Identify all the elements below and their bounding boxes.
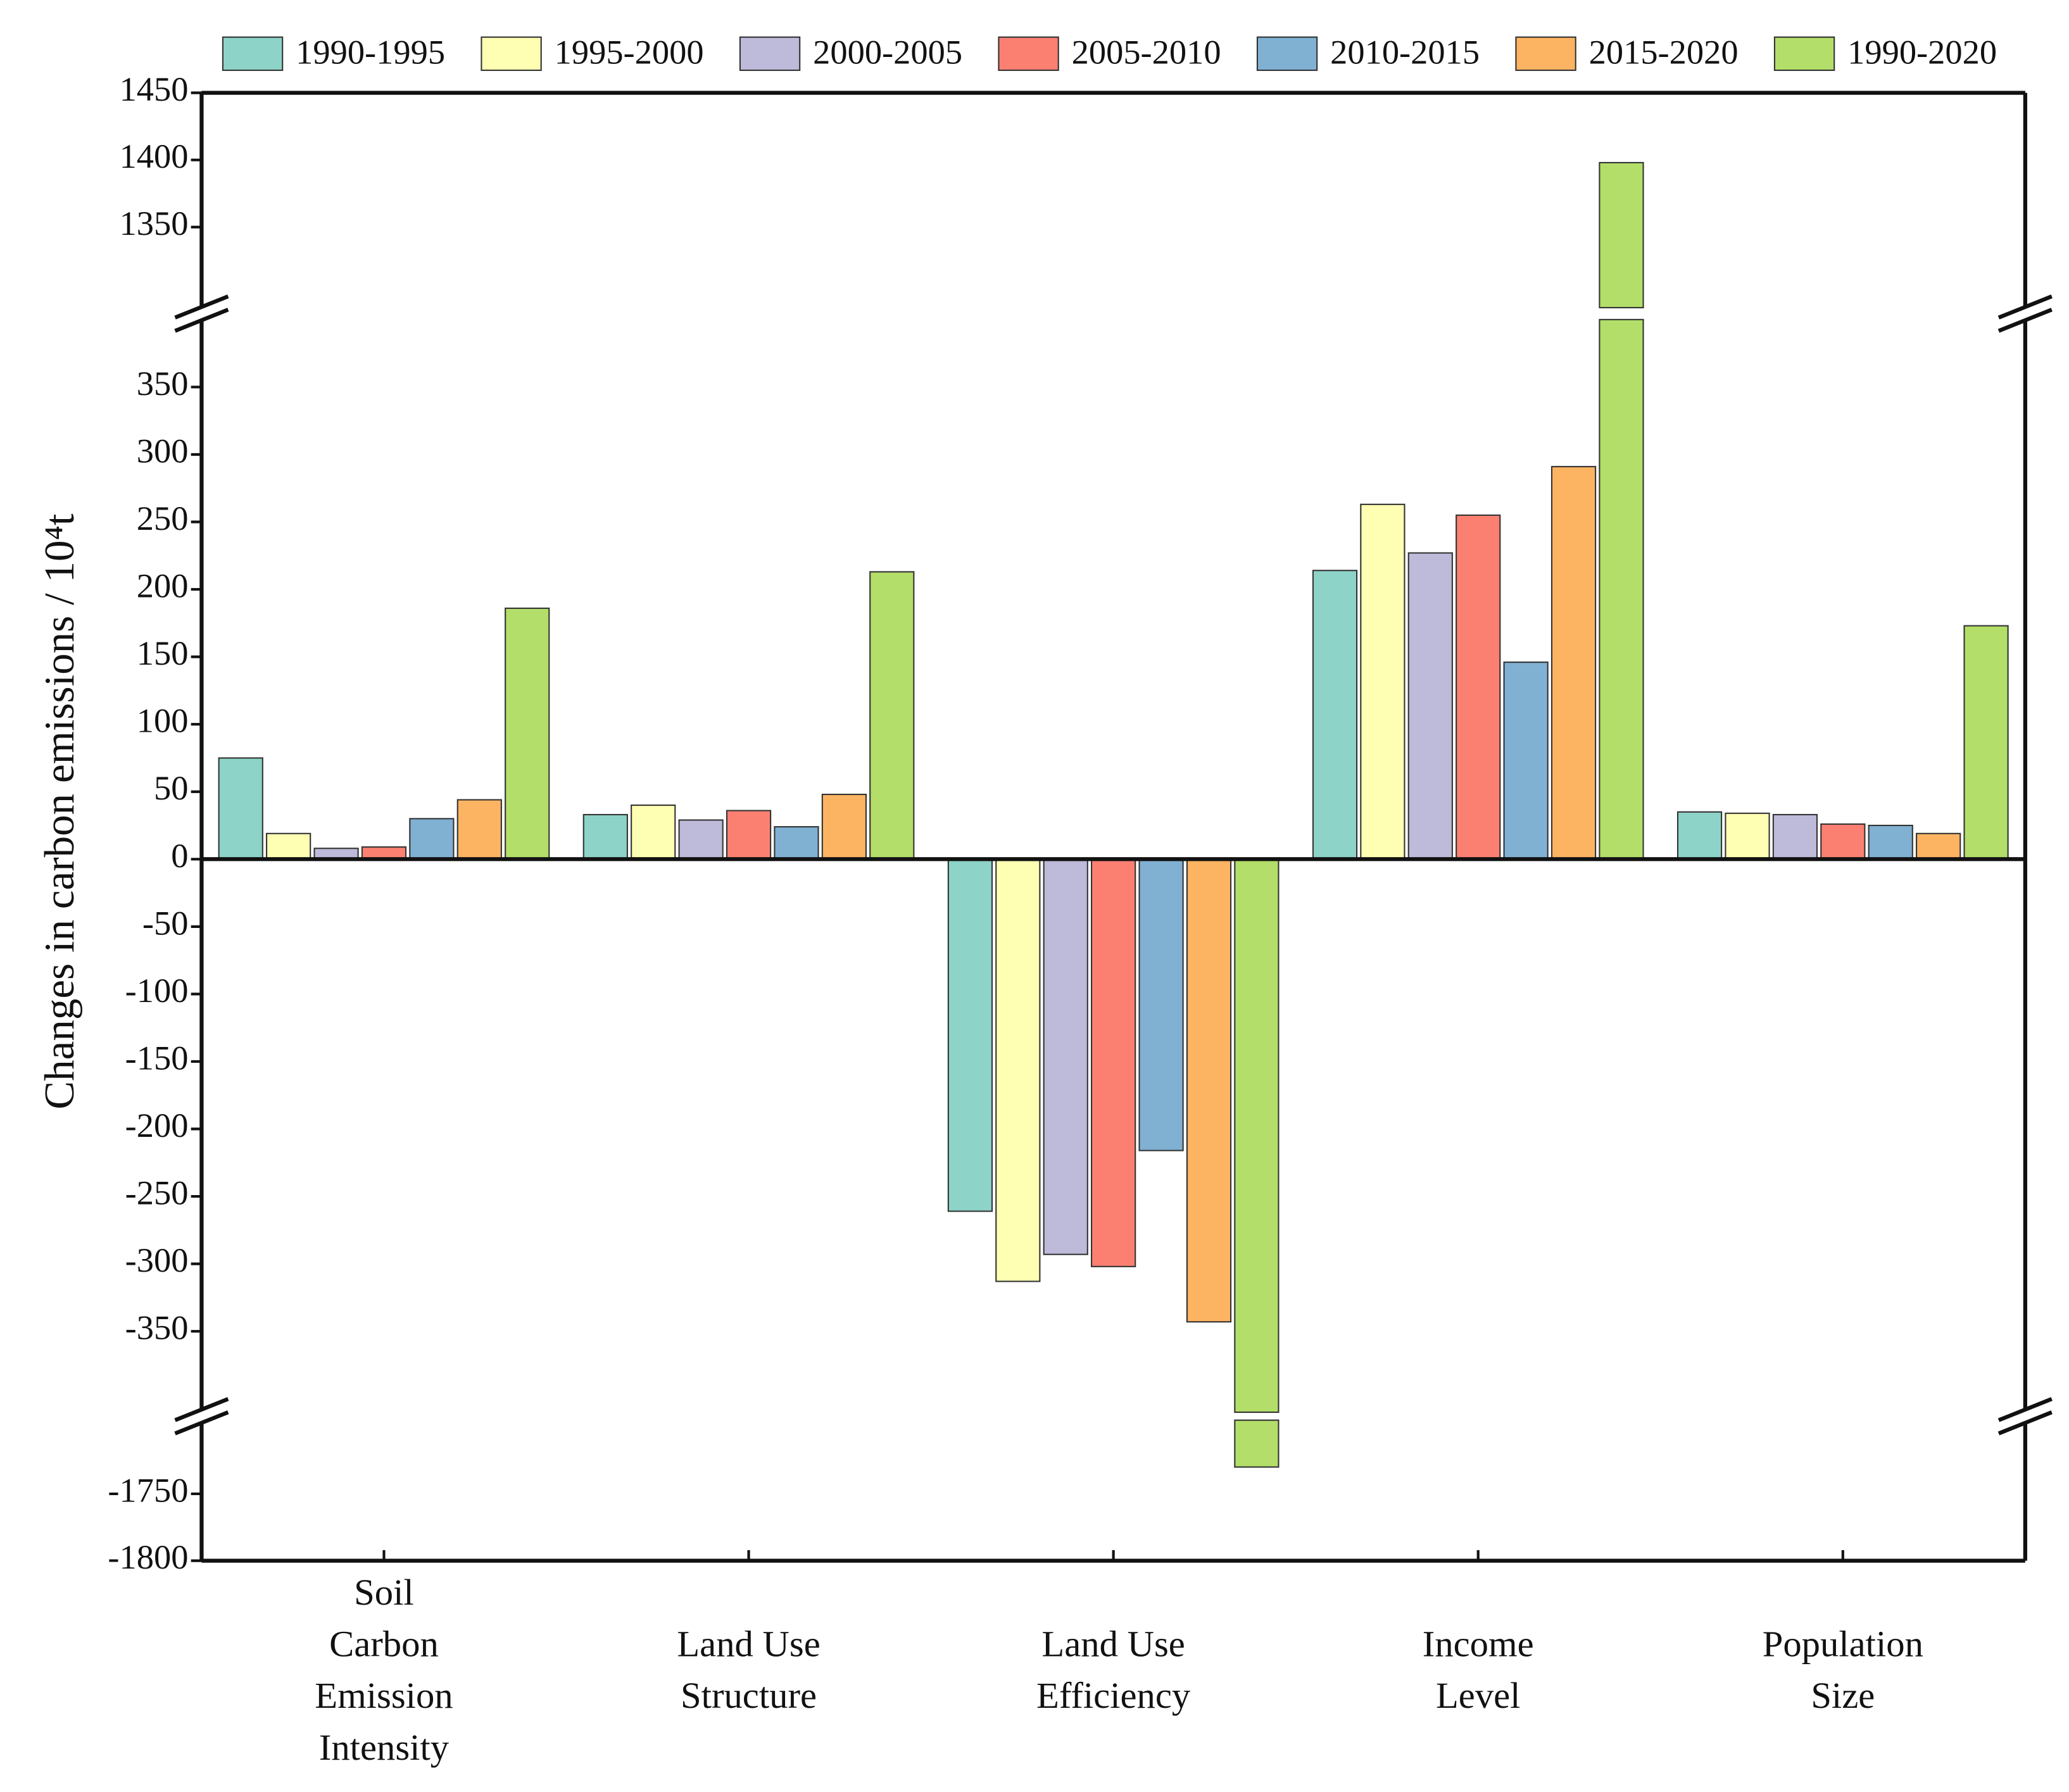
legend-swatch <box>1256 36 1318 72</box>
bar <box>1676 811 1723 860</box>
y-tick-label: -1800 <box>108 1538 188 1576</box>
legend-label: 1990-1995 <box>296 32 445 71</box>
x-tick-label: Income Level <box>1422 1624 1534 1717</box>
legend-label: 2005-2010 <box>1072 32 1221 71</box>
legend-swatch <box>222 36 284 72</box>
legend-swatch <box>1515 36 1576 72</box>
bar <box>1868 824 1913 860</box>
y-tick-label: -250 <box>125 1174 189 1212</box>
y-tick-label: -300 <box>125 1241 189 1279</box>
bar <box>1599 318 1644 860</box>
x-tick-label: Population Size <box>1762 1624 1923 1717</box>
legend-label: 1995-2000 <box>555 32 704 71</box>
break-gap <box>175 298 229 330</box>
y-tick-label: -100 <box>125 971 189 1010</box>
axis-break <box>174 294 229 320</box>
legend-label: 2015-2020 <box>1589 32 1739 71</box>
bar <box>774 826 819 860</box>
bar <box>869 571 915 860</box>
x-tick-label: Soil Carbon Emission Intensity <box>315 1572 453 1769</box>
y-tick-label: 1400 <box>120 137 189 175</box>
y-tick-label: 200 <box>137 567 189 605</box>
x-tick-label-box: Population Size <box>1762 1624 1923 1717</box>
axis-break <box>174 308 229 333</box>
bar <box>1772 813 1818 860</box>
break-gap <box>175 1400 229 1432</box>
bar <box>1503 661 1549 860</box>
axis-break <box>174 1397 229 1422</box>
y-tick-label: 250 <box>137 499 189 537</box>
x-tick-label-box: Soil Carbon Emission Intensity <box>315 1572 453 1769</box>
bar <box>1456 514 1501 860</box>
y-tick-label: -150 <box>125 1038 189 1077</box>
bar <box>678 819 724 860</box>
y-tick-label: -50 <box>142 903 189 942</box>
bar <box>505 607 550 860</box>
y-tick-label: -350 <box>125 1308 189 1347</box>
y-tick-label: 50 <box>154 768 188 807</box>
bar <box>726 810 772 860</box>
axis-break <box>1997 294 2053 320</box>
y-tick-label: -1750 <box>108 1470 188 1509</box>
y-tick-label: 150 <box>137 634 189 672</box>
bar <box>631 805 676 860</box>
bar <box>1312 570 1358 860</box>
bar <box>1043 858 1088 1255</box>
legend-label: 1990-2020 <box>1847 32 1997 71</box>
axis-break <box>1997 1410 2053 1436</box>
y-tick-label: -200 <box>125 1106 189 1144</box>
x-tick-label-box: Land Use Structure <box>677 1624 821 1717</box>
bar <box>1963 625 2009 860</box>
legend-swatch <box>739 36 801 72</box>
bar <box>1186 858 1232 1323</box>
bar <box>1599 161 1644 309</box>
y-axis-label: Changes in carbon emissions / 10⁴t <box>36 513 83 1109</box>
legend-label: 2010-2015 <box>1330 32 1480 71</box>
bar <box>1234 858 1280 1413</box>
bar <box>1407 552 1453 860</box>
y-tick-label: 100 <box>137 701 189 740</box>
axis-break <box>174 1410 229 1436</box>
legend-label: 2000-2005 <box>813 32 962 71</box>
x-tick-label: Land Use Structure <box>677 1624 821 1717</box>
bar <box>995 858 1041 1282</box>
bar <box>1091 858 1136 1267</box>
legend-swatch <box>481 36 542 72</box>
x-tick-label-box: Land Use Efficiency <box>1036 1624 1191 1717</box>
y-tick-label: 1350 <box>120 204 189 242</box>
axis-break <box>1997 1397 2053 1422</box>
break-gap <box>1998 1400 2052 1432</box>
bar <box>1360 503 1406 860</box>
bar <box>1234 1419 1280 1468</box>
x-tick-label: Land Use Efficiency <box>1036 1624 1191 1717</box>
bar <box>1820 823 1866 860</box>
y-tick-label: 350 <box>137 364 189 403</box>
bar <box>582 813 628 860</box>
y-tick-label: 1450 <box>120 70 189 108</box>
bar <box>456 799 502 860</box>
bar <box>1916 832 1961 860</box>
legend-swatch <box>998 36 1059 72</box>
x-tick-label-box: Income Level <box>1422 1624 1534 1717</box>
y-tick-label: 300 <box>137 431 189 470</box>
bar <box>947 858 993 1212</box>
bar <box>1550 466 1597 860</box>
bar <box>266 832 311 860</box>
break-gap <box>1998 298 2052 330</box>
axis-break <box>1997 308 2053 333</box>
y-tick-label: 0 <box>171 836 188 875</box>
bar <box>409 818 455 860</box>
bar <box>218 757 263 860</box>
bar <box>1138 858 1184 1151</box>
legend-swatch <box>1773 36 1835 72</box>
bar <box>1725 812 1770 860</box>
bar <box>821 793 867 860</box>
